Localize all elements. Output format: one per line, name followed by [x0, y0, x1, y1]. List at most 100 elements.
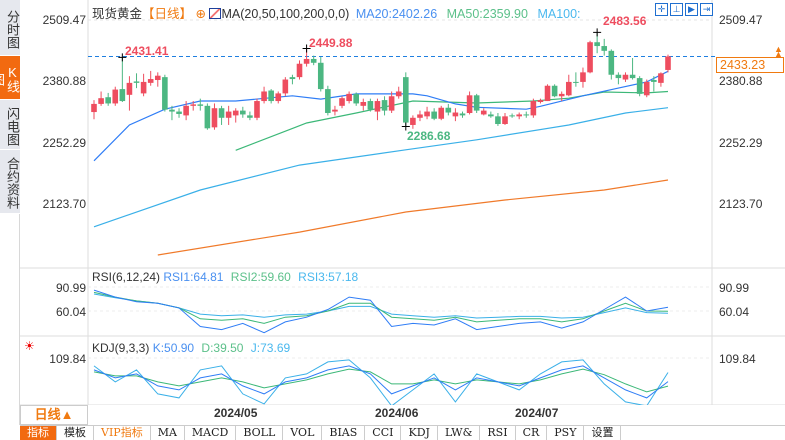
kdj-tick-left: 109.84 — [49, 352, 86, 366]
candle-body — [466, 95, 473, 114]
low-annotation: 2286.68 — [407, 129, 451, 143]
candle-body — [126, 82, 133, 95]
candle-body — [296, 63, 303, 78]
ma-settings-icon[interactable] — [209, 8, 222, 19]
candle-body — [332, 109, 338, 112]
indicator-cr[interactable]: CR — [516, 426, 548, 440]
j-line — [93, 359, 669, 405]
candle-body — [162, 77, 168, 110]
candle-body — [339, 98, 345, 106]
candle-body — [346, 93, 352, 102]
crosshair-icon[interactable]: ⊕ — [195, 7, 206, 21]
candle-body — [544, 85, 551, 102]
settings-button[interactable]: 设置 — [584, 426, 622, 440]
period-tag: 【日线】 — [142, 7, 193, 21]
candle-body — [530, 101, 537, 116]
candle-body — [317, 62, 324, 90]
candle-body — [516, 114, 522, 117]
candle-body — [495, 116, 501, 125]
candle-body — [190, 104, 197, 106]
rsi-tick-left: 60.04 — [55, 305, 86, 319]
tab-kline[interactable]: K线图 — [0, 56, 20, 100]
indicator-settings-icon[interactable]: ☀ — [24, 339, 35, 353]
candle-body — [353, 93, 359, 104]
candle-body — [629, 74, 636, 79]
candle-body — [615, 74, 622, 79]
candle-body — [204, 105, 211, 129]
scroll-right-icon[interactable]: ▶ — [685, 3, 698, 16]
candle-body — [232, 110, 239, 116]
candle-body — [112, 89, 119, 104]
price-tick-right: 2380.88 — [719, 74, 763, 88]
kline-chart[interactable] — [0, 0, 785, 405]
j-value: J:73.69 — [250, 341, 291, 355]
candle-body — [289, 77, 296, 80]
ma100-value: MA100: — [537, 7, 581, 21]
tab-indicators[interactable]: 指标 — [20, 426, 57, 440]
date-tick: 2024/05 — [214, 406, 258, 420]
candle-body — [367, 101, 374, 110]
tab-vip-indicators[interactable]: VIP指标 — [94, 426, 151, 440]
kdj-params: KDJ(9,3,3) — [92, 341, 150, 355]
tab-flash[interactable]: 闪电图 — [0, 100, 20, 150]
extreme-marker — [593, 28, 602, 37]
price-tick-left: 2509.47 — [42, 13, 86, 27]
candle-body — [169, 109, 175, 112]
candle-body — [459, 113, 466, 116]
indicator-bias[interactable]: BIAS — [322, 426, 366, 440]
candle-body — [374, 101, 381, 112]
indicator-rsi[interactable]: RSI — [480, 426, 516, 440]
rsi-tick-right: 60.04 — [719, 305, 750, 319]
candle-body — [381, 100, 388, 111]
current-price-label: 2433.23 — [716, 57, 784, 73]
k-line — [93, 365, 669, 399]
candle-body — [438, 107, 445, 119]
indicator-kdj[interactable]: KDJ — [401, 426, 438, 440]
candle-body — [325, 89, 331, 114]
price-tick-left: 2252.29 — [42, 136, 86, 150]
high-annotation: 2449.88 — [309, 36, 353, 50]
candle-body — [537, 100, 544, 103]
candle-body — [197, 104, 204, 106]
zoom-range-icon[interactable]: ⊥ — [670, 3, 683, 16]
crosshair-toggle-icon[interactable]: ✛ — [655, 3, 668, 16]
ma200-line — [157, 179, 669, 256]
indicator-boll[interactable]: BOLL — [236, 426, 284, 440]
ma50-value: MA50:2359.90 — [446, 7, 528, 21]
price-tick-right: 2252.29 — [719, 136, 763, 150]
candle-body — [403, 77, 409, 123]
candle-body — [424, 111, 430, 117]
indicator-macd[interactable]: MACD — [185, 426, 237, 440]
period-selector[interactable]: 日线▲ — [20, 405, 88, 425]
price-tick-right: 2509.47 — [719, 13, 763, 27]
candle-body — [176, 111, 182, 114]
sidebar: 分时图 K线图 闪电图 合约资料 — [0, 0, 20, 425]
candle-body — [636, 78, 643, 94]
candle-body — [310, 58, 317, 63]
tab-timeshare[interactable]: 分时图 — [0, 0, 20, 56]
candle-body — [119, 89, 126, 102]
candle-body — [431, 111, 437, 119]
jump-latest-icon[interactable]: ⇥ — [700, 3, 713, 16]
indicator-cci[interactable]: CCI — [365, 426, 402, 440]
tab-templates[interactable]: 模板 — [57, 426, 94, 440]
indicator-psy[interactable]: PSY — [547, 426, 585, 440]
candle-body — [417, 114, 423, 118]
k-value: K:50.90 — [152, 341, 195, 355]
d-line — [93, 368, 669, 393]
indicator-toolbar: 指标 模板 VIP指标 MA MACD BOLL VOL BIAS CCI KD… — [20, 425, 785, 440]
candle-body — [523, 114, 530, 116]
indicator-ma[interactable]: MA — [151, 426, 185, 440]
indicator-lwr[interactable]: LW& — [438, 426, 481, 440]
ma20-line — [93, 70, 669, 162]
ma100-line — [93, 107, 669, 228]
tab-contract-info[interactable]: 合约资料 — [0, 150, 20, 214]
indicator-vol[interactable]: VOL — [283, 426, 323, 440]
candle-body — [140, 81, 147, 94]
candle-body — [608, 50, 615, 75]
candle-body — [268, 90, 274, 102]
candle-body — [154, 75, 161, 81]
candle-body — [473, 95, 480, 111]
candle-body — [594, 42, 600, 47]
scroll-up-icon[interactable]: ▲ ▲ — [774, 44, 783, 59]
